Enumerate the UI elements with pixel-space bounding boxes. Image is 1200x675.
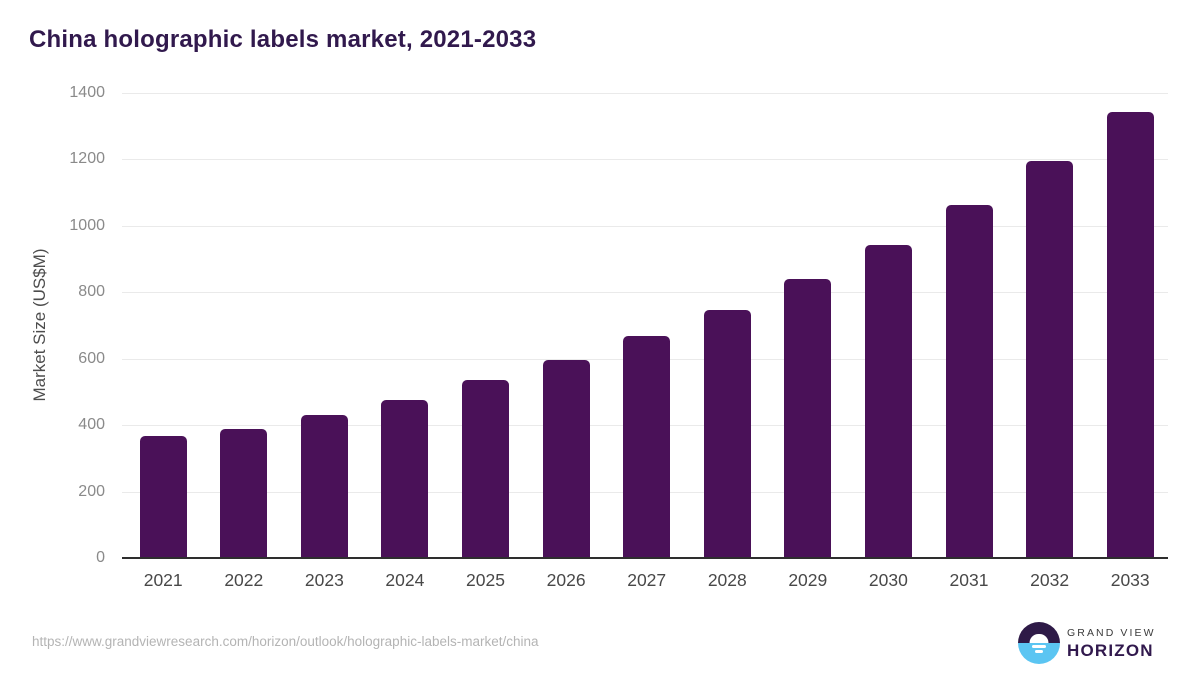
brand-name-bottom: HORIZON	[1067, 641, 1154, 660]
x-tick-label-2030: 2030	[868, 570, 908, 590]
bar-2026	[542, 359, 590, 558]
x-tick-label-2029: 2029	[788, 570, 828, 590]
sunrise-reflection-bar	[1035, 650, 1043, 654]
x-tick-label-2024: 2024	[385, 570, 425, 590]
gridline-y-1400	[122, 93, 1168, 94]
x-tick-label-2021: 2021	[143, 570, 183, 590]
brand-name-top: GRAND VIEW	[1067, 627, 1156, 639]
y-tick-label: 1200	[69, 150, 105, 168]
y-tick-label: 800	[78, 283, 105, 301]
bar-2028	[703, 309, 751, 558]
chart-title: China holographic labels market, 2021-20…	[29, 26, 537, 53]
x-tick-label-2023: 2023	[304, 570, 344, 590]
source-url: https://www.grandviewresearch.com/horizo…	[32, 634, 539, 649]
y-tick-label: 1000	[69, 216, 105, 234]
brand-logo-text: GRAND VIEW HORIZON	[1067, 625, 1156, 661]
brand-logo: GRAND VIEW HORIZON	[1018, 622, 1156, 664]
y-tick-label: 1400	[69, 84, 105, 101]
bar-2032	[1026, 161, 1074, 558]
gridline-y-800	[122, 292, 1168, 294]
bar-2023	[300, 415, 348, 558]
bar-2033	[1106, 111, 1154, 558]
x-tick-label-2033: 2033	[1110, 570, 1150, 590]
x-tick-label-2027: 2027	[627, 570, 667, 590]
x-tick-label-2031: 2031	[949, 570, 989, 590]
y-tick-label: 600	[78, 349, 105, 367]
gridline-y-1000	[122, 225, 1168, 227]
x-tick-label-2026: 2026	[546, 570, 586, 590]
bar-2030	[864, 244, 912, 558]
y-tick-label: 0	[96, 549, 105, 566]
x-tick-label-2022: 2022	[224, 570, 264, 590]
bar-2027	[623, 336, 671, 558]
x-tick-label-2028: 2028	[707, 570, 747, 590]
bar-2024	[381, 399, 429, 558]
x-tick-label-2032: 2032	[1030, 570, 1070, 590]
bar-2025	[462, 380, 509, 558]
y-axis-title: Market Size (US$M)	[30, 248, 49, 402]
gridline-y-1200	[122, 159, 1168, 161]
bar-2022	[220, 428, 268, 558]
sunrise-reflection-bar	[1032, 645, 1046, 649]
bar-2029	[784, 279, 832, 558]
x-axis-line	[122, 557, 1168, 559]
x-tick-label-2025: 2025	[466, 570, 505, 590]
sunrise-dome-shape	[1029, 634, 1049, 643]
bar-2031	[945, 205, 993, 558]
y-tick-label: 400	[78, 416, 105, 434]
bar-2021	[139, 435, 187, 558]
grandview-horizon-sunrise-icon	[1018, 622, 1060, 664]
y-tick-label: 200	[78, 482, 105, 500]
